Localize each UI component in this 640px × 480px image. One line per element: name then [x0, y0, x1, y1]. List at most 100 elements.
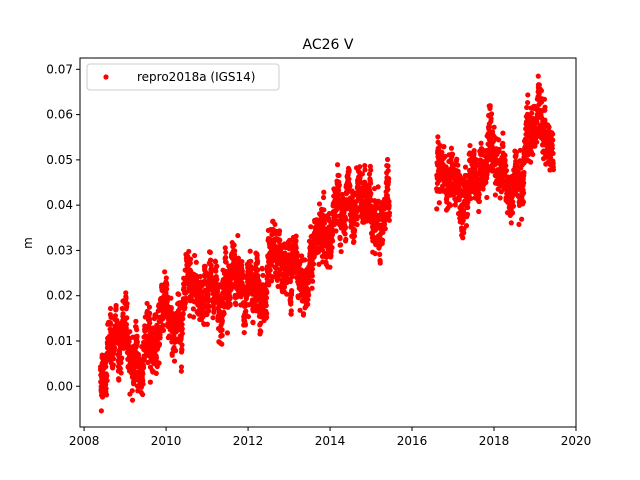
y-tick-label: 0.02 [46, 289, 73, 303]
data-point [474, 176, 480, 182]
data-point [178, 368, 184, 374]
data-point [104, 377, 110, 384]
data-point [441, 144, 447, 150]
data-point [129, 388, 135, 394]
data-point [476, 198, 483, 205]
data-point [117, 365, 123, 372]
data-point [179, 342, 185, 348]
data-point [549, 145, 555, 151]
data-point [305, 297, 311, 303]
data-point [293, 233, 299, 239]
data-point [127, 329, 133, 335]
data-point [434, 206, 440, 212]
data-point [277, 237, 283, 243]
data-point [492, 192, 498, 198]
data-point [242, 322, 249, 328]
data-point [367, 163, 373, 169]
data-point [219, 318, 225, 324]
data-point [538, 88, 545, 94]
data-point [342, 231, 348, 237]
data-point [546, 124, 552, 130]
data-point [123, 290, 129, 296]
data-point [550, 137, 556, 143]
data-point [134, 327, 140, 333]
data-point [534, 139, 540, 145]
data-point [223, 254, 229, 261]
data-points [97, 73, 557, 414]
data-point [289, 273, 295, 280]
data-point [110, 362, 117, 368]
data-point [171, 358, 178, 364]
data-point [123, 325, 129, 331]
y-axis: 0.00 0.01 0.02 0.03 0.04 0.05 0.06 0.07 [46, 62, 80, 393]
data-point [491, 124, 497, 130]
data-point [173, 348, 179, 354]
data-point [146, 304, 153, 310]
data-point [333, 228, 339, 234]
x-tick-label: 2008 [69, 434, 100, 448]
data-point [255, 272, 261, 279]
data-point [219, 332, 225, 339]
data-point [207, 257, 214, 263]
data-point [164, 286, 170, 292]
data-point [536, 82, 542, 88]
data-point [212, 259, 219, 265]
data-point [483, 179, 489, 186]
y-tick-label: 0.05 [46, 153, 73, 167]
data-point [219, 341, 225, 347]
data-point [103, 382, 109, 388]
data-point [179, 347, 185, 353]
data-point [535, 73, 541, 79]
data-point [328, 249, 334, 255]
data-point [256, 278, 262, 284]
data-point [178, 364, 185, 370]
data-point [377, 251, 383, 257]
data-point [306, 292, 312, 298]
data-point [119, 355, 125, 361]
data-point [123, 295, 129, 301]
data-point [214, 263, 220, 269]
data-point [386, 210, 393, 216]
data-point [144, 300, 150, 307]
x-axis: 2008 2010 2012 2014 2016 2018 2020 [69, 427, 591, 448]
data-point [134, 339, 140, 345]
data-point [487, 103, 493, 109]
data-point [473, 157, 479, 163]
data-point [315, 249, 321, 255]
data-point [542, 104, 548, 110]
data-point [502, 157, 508, 163]
data-point [110, 356, 117, 362]
data-point [182, 300, 188, 306]
data-point [299, 253, 305, 259]
data-point [287, 278, 294, 285]
data-point [213, 268, 219, 274]
data-point [439, 150, 445, 156]
data-point [455, 168, 461, 174]
data-point [176, 291, 182, 298]
data-point [386, 198, 392, 205]
data-point [510, 199, 516, 205]
data-point [362, 179, 368, 185]
data-point [164, 282, 170, 288]
data-point [135, 352, 142, 358]
data-point [179, 321, 185, 328]
data-point [239, 258, 245, 265]
data-point [455, 162, 461, 168]
data-point [214, 276, 220, 283]
data-point [343, 236, 349, 243]
data-point [330, 238, 336, 244]
data-point [279, 245, 285, 251]
data-point [103, 385, 109, 392]
data-point [239, 268, 245, 274]
data-point [179, 330, 185, 337]
data-point [351, 233, 358, 239]
data-point [550, 150, 556, 156]
y-tick-label: 0.01 [46, 334, 73, 348]
data-point [316, 261, 322, 267]
data-point [513, 150, 519, 156]
data-point [235, 255, 242, 261]
data-point [320, 194, 327, 201]
data-point [354, 222, 360, 228]
data-point [255, 258, 261, 264]
data-point [513, 158, 519, 164]
